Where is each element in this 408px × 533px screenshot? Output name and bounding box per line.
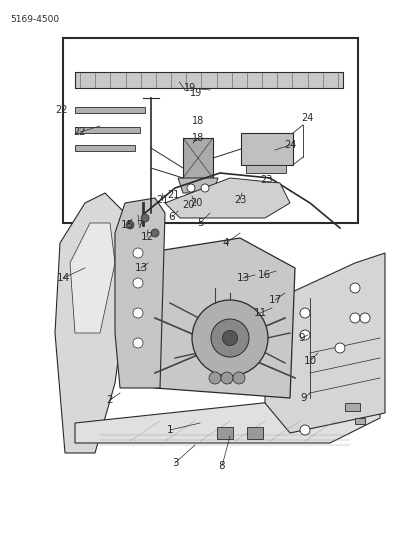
- Bar: [75, 127, 140, 133]
- Polygon shape: [75, 398, 380, 443]
- Text: 2: 2: [106, 395, 113, 405]
- Circle shape: [300, 330, 310, 340]
- Text: 1: 1: [167, 425, 173, 435]
- Circle shape: [133, 308, 143, 318]
- Text: 21: 21: [167, 190, 179, 200]
- Text: 17: 17: [268, 295, 282, 305]
- Circle shape: [133, 278, 143, 288]
- Text: 13: 13: [236, 273, 250, 283]
- Text: 5169-4500: 5169-4500: [10, 15, 59, 24]
- Circle shape: [187, 184, 195, 192]
- Text: 24: 24: [301, 113, 313, 123]
- Text: 24: 24: [284, 140, 296, 150]
- Text: 23: 23: [260, 175, 272, 185]
- Text: 16: 16: [257, 270, 271, 280]
- Polygon shape: [140, 238, 295, 398]
- Circle shape: [141, 214, 149, 222]
- Text: 7: 7: [136, 220, 142, 230]
- Text: 5: 5: [197, 218, 203, 228]
- Circle shape: [350, 283, 360, 293]
- Text: 18: 18: [192, 116, 204, 126]
- Bar: [345, 403, 360, 411]
- Polygon shape: [55, 193, 130, 453]
- Bar: [247, 427, 263, 439]
- Circle shape: [211, 319, 249, 357]
- Circle shape: [133, 248, 143, 258]
- Text: 22: 22: [55, 105, 68, 115]
- Circle shape: [222, 330, 237, 345]
- Circle shape: [350, 313, 360, 323]
- Text: 12: 12: [140, 232, 154, 242]
- Bar: [217, 427, 233, 439]
- Circle shape: [233, 372, 245, 384]
- Text: 9: 9: [301, 393, 307, 403]
- Text: 20: 20: [190, 198, 202, 208]
- Circle shape: [221, 372, 233, 384]
- Text: 8: 8: [219, 461, 225, 471]
- Text: 19: 19: [190, 88, 202, 98]
- Text: 14: 14: [56, 273, 70, 283]
- Text: 18: 18: [192, 133, 204, 143]
- Bar: [75, 72, 343, 88]
- Circle shape: [192, 300, 268, 376]
- Polygon shape: [70, 223, 115, 333]
- Bar: [241, 133, 293, 165]
- Text: 21: 21: [156, 195, 168, 205]
- Circle shape: [126, 221, 134, 229]
- Text: 9: 9: [299, 333, 305, 343]
- Text: 15: 15: [120, 220, 134, 230]
- Bar: [63, 38, 358, 223]
- Circle shape: [201, 184, 209, 192]
- Text: 22: 22: [74, 127, 86, 137]
- Bar: [75, 145, 135, 151]
- Polygon shape: [165, 178, 290, 218]
- Text: 3: 3: [172, 458, 178, 468]
- Text: 4: 4: [223, 238, 229, 248]
- Circle shape: [300, 308, 310, 318]
- Text: 13: 13: [134, 263, 148, 273]
- Circle shape: [360, 313, 370, 323]
- Circle shape: [133, 338, 143, 348]
- Bar: [183, 138, 213, 178]
- Text: 20: 20: [182, 200, 194, 210]
- Polygon shape: [115, 198, 165, 388]
- Text: 10: 10: [304, 356, 317, 366]
- Polygon shape: [265, 253, 385, 433]
- Circle shape: [335, 343, 345, 353]
- Circle shape: [151, 229, 159, 237]
- Bar: [246, 165, 286, 173]
- Bar: [355, 418, 365, 424]
- Circle shape: [209, 372, 221, 384]
- Circle shape: [300, 425, 310, 435]
- Polygon shape: [178, 178, 218, 193]
- Text: 23: 23: [234, 195, 246, 205]
- Text: 19: 19: [184, 83, 196, 93]
- Text: 6: 6: [169, 212, 175, 222]
- Text: 11: 11: [253, 308, 266, 318]
- Bar: [75, 107, 145, 113]
